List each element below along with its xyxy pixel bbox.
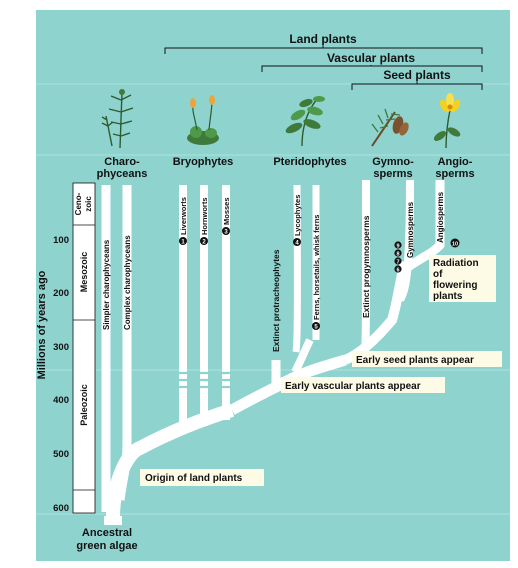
tick-300: 300 [53,342,69,353]
marker-angiosperms: 10 [450,238,460,248]
svg-text:7: 7 [396,259,399,265]
svg-text:2: 2 [202,240,206,246]
svg-text:6: 6 [396,267,399,273]
cenozoic-era: Ceno-zoic [74,192,93,215]
tick-100: 100 [53,235,69,246]
tick-400: 400 [53,395,69,406]
angiosperms-heading: Angio-sperms [435,156,474,180]
svg-text:5: 5 [314,325,318,331]
gymnosperms-branch [396,179,414,302]
extinct-protracheophytes-label: Extinct protracheophytes [271,249,281,352]
svg-text:Origin of land plants: Origin of land plants [145,473,243,484]
bryophyte-moss-icon [187,95,219,145]
category-brackets [164,44,483,90]
mosses-label: Mosses [222,197,231,225]
svg-text:Early vascular plants appear: Early vascular plants appear [285,381,421,392]
ferns-label: Ferns, horsetails, whisk ferns [312,215,321,320]
seed-plants-bracket [351,83,483,90]
marker-mosses: 3 [222,227,230,236]
marker-lycophytes: 4 [293,238,301,247]
seed-plant-branch [342,260,410,365]
charophycean-alga-icon [101,89,134,149]
early-vascular-plants-callout: Early vascular plants appear [281,377,445,393]
charophyceans-heading: Charo-phyceans [97,156,148,180]
angiosperms-label: Angiosperms [436,191,445,243]
tick-500: 500 [53,449,69,460]
gymnosperms-heading: Gymno-sperms [372,156,414,180]
svg-text:8: 8 [396,251,399,257]
angiosperms-branch [401,180,445,274]
svg-text:4: 4 [295,241,299,247]
vascular-plants-label: Vascular plants [327,51,415,65]
pteridophyte-base [291,338,314,374]
gymnosperm-pine-icon [371,108,409,147]
geologic-timescale: Ceno-zoic Mesozoic Paleozoic [72,182,96,514]
marker-gymnosperms: 6 7 8 9 [394,241,402,273]
complex-charophyceans-label: Complex charophyceans [123,235,132,330]
tick-600: 600 [53,503,69,514]
marker-hornworts: 2 [200,237,208,246]
svg-text:9: 9 [396,243,399,249]
lycophytes-branch [292,184,301,353]
axis-label: Millions of years ago [36,270,48,379]
liverworts-label: Liverworts [179,197,188,235]
extinct-progymnosperms-branch [361,179,370,353]
time-axis: Millions of years ago 100 200 300 400 50… [36,235,69,514]
origin-land-plants-callout: Origin of land plants [140,469,264,486]
angiosperm-flower-icon [433,93,461,149]
svg-text:10: 10 [452,241,458,247]
flowering-radiation-callout: Radiation of flowering plants [429,255,496,302]
mesozoic-era: Mesozoic [79,252,89,293]
vascular-plants-bracket [261,65,483,72]
bracket-labels: Land plants Vascular plants Seed plants [282,32,460,82]
bryophyte-base [162,405,234,441]
tick-200: 200 [53,288,69,299]
lineage-labels: Simpler charophyceans Complex charophyce… [102,191,445,352]
seed-plants-label: Seed plants [383,68,451,82]
fossil-gaps [176,371,236,389]
complex-charophyceans-branch [115,185,132,501]
lycophytes-label: Lycophytes [293,195,302,236]
tree-branches [101,179,445,525]
pteridophytes-heading: Pteridophytes [273,156,346,168]
svg-text:1: 1 [181,240,185,246]
numbered-markers: 1 2 3 4 5 6 7 8 9 10 [179,227,460,331]
gymnosperms-label: Gymnosperms [406,201,415,258]
early-seed-plants-callout: Early seed plants appear [352,351,502,367]
svg-text:3: 3 [224,230,228,236]
svg-text:Early seed plants appear: Early seed plants appear [356,355,474,366]
simpler-charophyceans-label: Simpler charophyceans [102,239,111,330]
hornworts-label: Hornworts [200,198,209,236]
ancestral-green-algae-label: Ancestral green algae [76,527,137,552]
marker-liverworts: 1 [179,237,187,246]
land-plants-label: Land plants [289,32,357,46]
event-callouts: Radiation of flowering plants Early seed pl… [76,255,502,552]
pteridophyte-fern-icon [285,96,325,147]
marker-ferns: 5 [312,322,320,331]
paleozoic-era: Paleozoic [79,384,89,426]
group-headings: Charo-phyceans Bryophytes Pteridophytes … [97,156,475,180]
bryophytes-heading: Bryophytes [173,156,234,168]
extinct-progymnosperms-label: Extinct progymnosperms [361,215,371,318]
